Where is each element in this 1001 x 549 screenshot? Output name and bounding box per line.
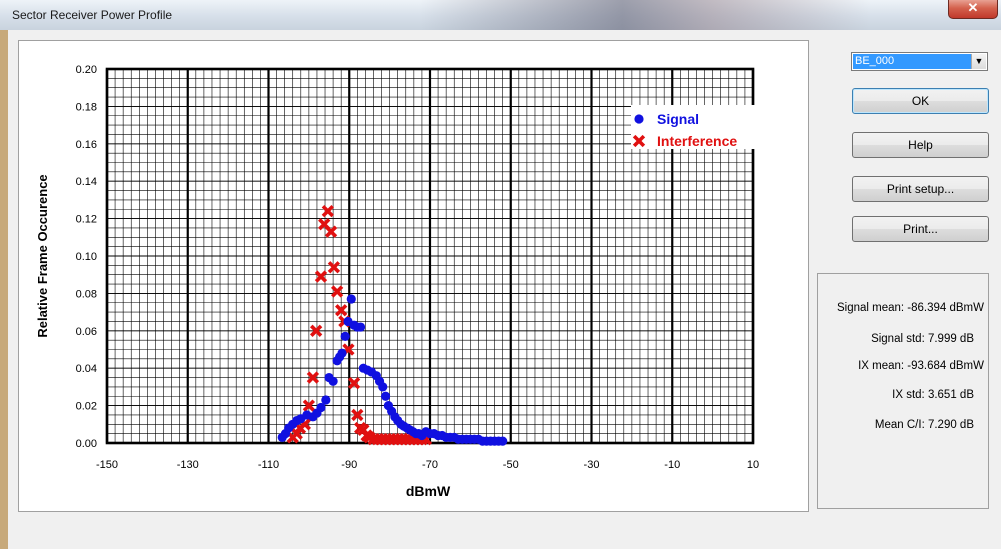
sector-select-value: BE_000 bbox=[853, 54, 971, 69]
signal-point bbox=[355, 322, 366, 332]
sector-select[interactable]: BE_000 ▼ bbox=[851, 52, 988, 71]
y-tick-label: 0.14 bbox=[76, 176, 97, 188]
legend-signal-label: Signal bbox=[657, 111, 699, 127]
print-button[interactable]: Print... bbox=[852, 216, 989, 242]
interference-point bbox=[314, 270, 328, 283]
x-tick-label: -150 bbox=[96, 459, 118, 471]
legend-box bbox=[631, 105, 759, 149]
legend-interference-label: Interference bbox=[657, 133, 737, 149]
y-tick-label: 0.04 bbox=[76, 363, 97, 375]
legend-signal-marker bbox=[634, 114, 644, 124]
title-bar[interactable]: Sector Receiver Power Profile ✕ bbox=[0, 0, 1001, 30]
y-tick-label: 0.16 bbox=[76, 139, 97, 151]
y-tick-label: 0.00 bbox=[76, 438, 97, 450]
chevron-down-icon[interactable]: ▼ bbox=[971, 54, 986, 69]
signal-point bbox=[378, 382, 388, 392]
y-tick-label: 0.20 bbox=[76, 64, 97, 76]
x-tick-label: -70 bbox=[422, 459, 438, 471]
x-tick-label: -90 bbox=[341, 459, 357, 471]
signal-point bbox=[328, 376, 338, 386]
y-tick-label: 0.06 bbox=[76, 326, 97, 338]
power-profile-chart: -150 -130 -110 -90 -70 -50 -30 -10 10 0.00 0.02 0.0… bbox=[35, 64, 759, 499]
ok-button[interactable]: OK bbox=[852, 88, 989, 114]
legend-interference-marker bbox=[632, 134, 646, 148]
x-tick-label: -50 bbox=[503, 459, 519, 471]
signal-mean-value: Signal mean: -86.394 dBmW bbox=[836, 302, 984, 314]
x-tick-label: 10 bbox=[747, 459, 759, 471]
y-tick-label: 0.02 bbox=[76, 401, 97, 413]
window-title: Sector Receiver Power Profile bbox=[12, 8, 173, 22]
interference-point bbox=[347, 377, 361, 390]
y-tick-label: 0.08 bbox=[76, 288, 97, 300]
interference-point bbox=[351, 408, 364, 422]
x-tick-label: -10 bbox=[664, 459, 680, 471]
y-axis-title: Relative Frame Occurence bbox=[35, 174, 50, 337]
mean-ci-value: Mean C/I: 7.290 dB bbox=[874, 419, 974, 431]
ix-mean-value: IX mean: -93.684 dBmW bbox=[858, 360, 984, 372]
interference-point bbox=[321, 204, 334, 218]
help-button[interactable]: Help bbox=[852, 132, 989, 158]
signal-point bbox=[337, 348, 347, 358]
interference-point bbox=[324, 225, 338, 238]
signal-point bbox=[316, 402, 326, 413]
interference-point bbox=[330, 285, 344, 298]
y-tick-label: 0.10 bbox=[76, 251, 97, 263]
close-button[interactable]: ✕ bbox=[948, 0, 998, 19]
chart-panel: -150 -130 -110 -90 -70 -50 -30 -10 10 0.00 0.02 0.0… bbox=[18, 40, 809, 512]
x-tick-label: -130 bbox=[177, 459, 199, 471]
interference-point bbox=[306, 371, 320, 384]
close-icon: ✕ bbox=[967, 0, 979, 15]
x-tick-label: -30 bbox=[584, 459, 600, 471]
interference-point bbox=[335, 304, 348, 317]
print-setup-button[interactable]: Print setup... bbox=[852, 176, 989, 202]
interference-point bbox=[302, 399, 316, 412]
x-axis-title: dBmW bbox=[406, 483, 451, 499]
statistics-panel: Signal mean: -86.394 dBmW Signal std: 7.… bbox=[817, 273, 989, 509]
signal-std-value: Signal std: 7.999 dB bbox=[871, 333, 974, 345]
x-tick-label: -110 bbox=[258, 459, 279, 471]
signal-point bbox=[346, 294, 356, 304]
interference-point bbox=[309, 324, 323, 337]
ix-std-value: IX std: 3.651 dB bbox=[892, 389, 974, 401]
signal-point bbox=[380, 391, 391, 401]
signal-point bbox=[321, 395, 331, 405]
signal-point bbox=[340, 331, 350, 342]
y-tick-label: 0.12 bbox=[76, 214, 97, 226]
interference-point bbox=[327, 261, 341, 274]
y-tick-label: 0.18 bbox=[76, 101, 97, 113]
signal-point bbox=[498, 436, 508, 446]
title-bar-glare bbox=[420, 0, 870, 30]
window-left-edge bbox=[0, 30, 8, 549]
